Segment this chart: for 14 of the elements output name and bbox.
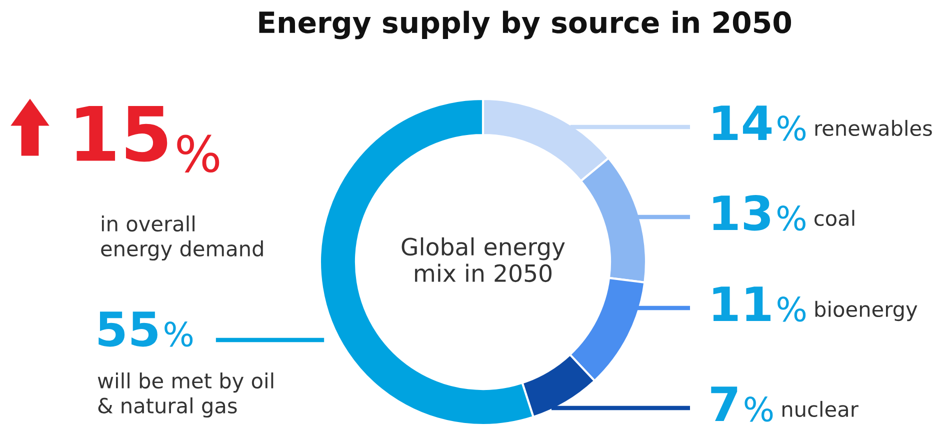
slice-label: nuclear <box>782 400 858 418</box>
slice-label: coal <box>814 210 854 226</box>
slice-label: renewables <box>815 120 932 136</box>
slice-label: bioenergy <box>815 300 918 322</box>
text: 15% <box>76 106 220 173</box>
text: Global energy mix in 2050 <box>402 237 565 282</box>
chart-title: Energy supply by source in 2050 <box>259 10 792 40</box>
data-label: 14% <box>713 106 806 141</box>
data-label: 13% <box>713 194 806 231</box>
data-label: 55% <box>98 312 193 347</box>
data-label: 7% <box>711 386 773 422</box>
text: in overall energy demand <box>101 215 263 261</box>
data-label: 11% <box>713 286 806 322</box>
slice-label: will be met by oil & natural gas <box>98 372 274 418</box>
